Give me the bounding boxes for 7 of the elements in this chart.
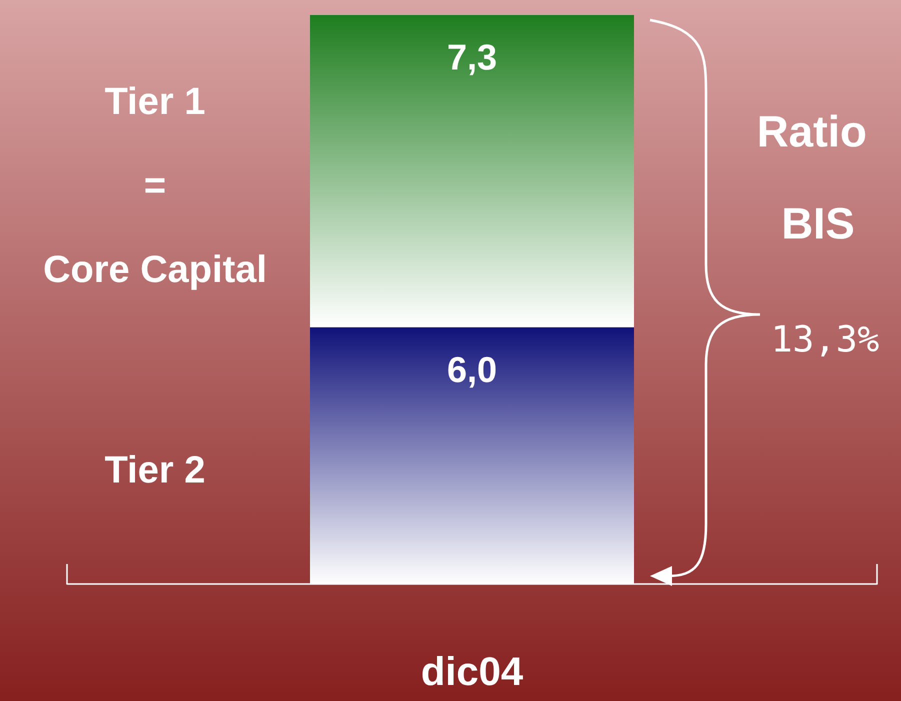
text: Ratio BIS: [756, 108, 880, 248]
data-label: 7,3: [446, 36, 498, 78]
x-tick-label: dic04: [420, 650, 524, 694]
series-label: Tier 1 = Core Capital: [43, 81, 267, 292]
text: Tier 2: [104, 450, 206, 492]
data-label: 6,0: [446, 348, 498, 390]
text: 13,3%: [770, 320, 880, 360]
